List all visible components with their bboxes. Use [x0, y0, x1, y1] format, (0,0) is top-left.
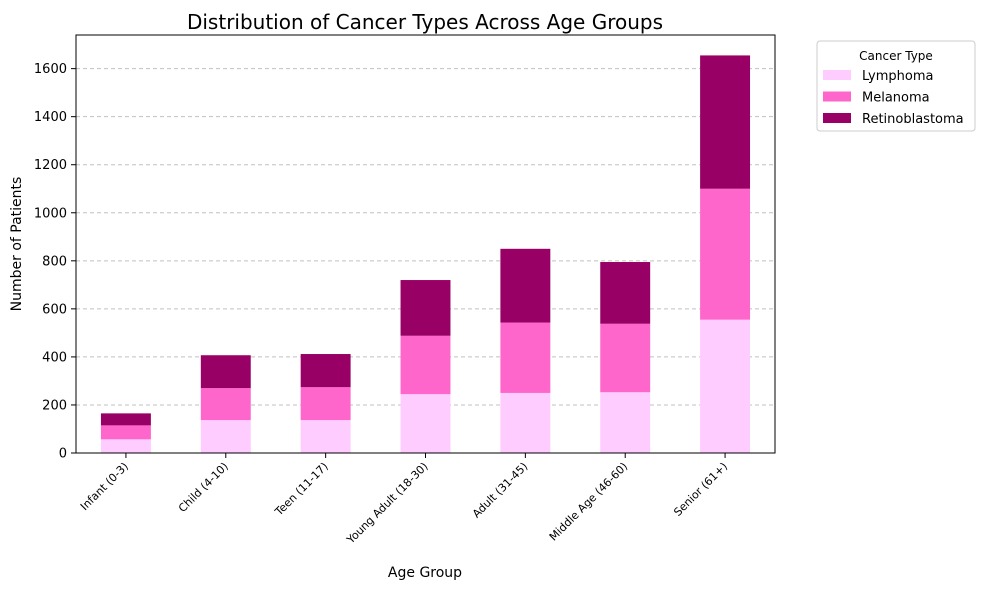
- legend-entry-label: Retinoblastoma: [862, 112, 964, 127]
- y-tick-label: 1600: [34, 62, 67, 77]
- bar-segment: [100, 439, 151, 453]
- bar-segment: [100, 413, 151, 426]
- y-tick-label: 1000: [34, 206, 67, 221]
- legend-swatch: [823, 70, 851, 80]
- legend-entry-label: Lymphoma: [862, 69, 933, 84]
- bar-segment: [700, 319, 751, 453]
- bar-segment: [500, 248, 551, 323]
- y-tick-label: 1400: [34, 110, 67, 125]
- bar-segment: [200, 355, 251, 389]
- grid: [76, 68, 775, 406]
- bar-segment: [500, 322, 551, 393]
- y-tick-label: 1200: [34, 158, 67, 173]
- bars: [100, 55, 751, 453]
- x-tick-label: Young Adult (18-30): [344, 460, 431, 547]
- y-tick-label: 600: [42, 302, 67, 317]
- legend-box: [816, 40, 976, 132]
- y-tick-label: 0: [59, 447, 67, 462]
- y-tick-label: 400: [42, 350, 67, 365]
- legend-swatch: [823, 91, 851, 102]
- x-tick-label: Adult (31-45): [470, 460, 531, 521]
- bar-segment: [300, 387, 351, 421]
- legend-title: Cancer Type: [859, 49, 933, 63]
- bar-segment: [700, 188, 751, 320]
- y-tick-label: 800: [42, 254, 67, 269]
- bar-segment: [600, 262, 651, 324]
- x-tick-label: Child (4-10): [176, 460, 231, 515]
- bar-segment: [200, 420, 251, 453]
- y-axis-label: Number of Patients: [9, 177, 25, 312]
- bar-segment: [400, 394, 451, 453]
- bar-segment: [600, 392, 651, 453]
- bar-segment: [300, 420, 351, 453]
- bar-segment: [400, 335, 451, 395]
- legend-swatch: [823, 113, 851, 123]
- x-tick-label: Teen (11-17): [272, 460, 331, 519]
- x-axis-label: Age Group: [388, 565, 462, 581]
- chart-title: Distribution of Cancer Types Across Age …: [187, 10, 663, 34]
- bar-segment: [300, 354, 351, 388]
- bar-segment: [500, 392, 551, 453]
- legend-entry-label: Melanoma: [862, 91, 930, 106]
- bar-segment: [600, 323, 651, 393]
- x-tick-label: Middle Age (46-60): [547, 460, 631, 544]
- x-tick-label: Senior (61+): [671, 460, 730, 519]
- legend: Cancer Type Lymphoma Melanoma Retinoblasto…: [816, 40, 976, 132]
- x-tick-label: Infant (0-3): [78, 460, 131, 513]
- bar-segment: [200, 388, 251, 421]
- bar-segment: [700, 55, 751, 189]
- plot-frame: [75, 34, 776, 454]
- y-tick-label: 200: [42, 398, 67, 413]
- bar-segment: [400, 280, 451, 336]
- bar-segment: [100, 425, 151, 440]
